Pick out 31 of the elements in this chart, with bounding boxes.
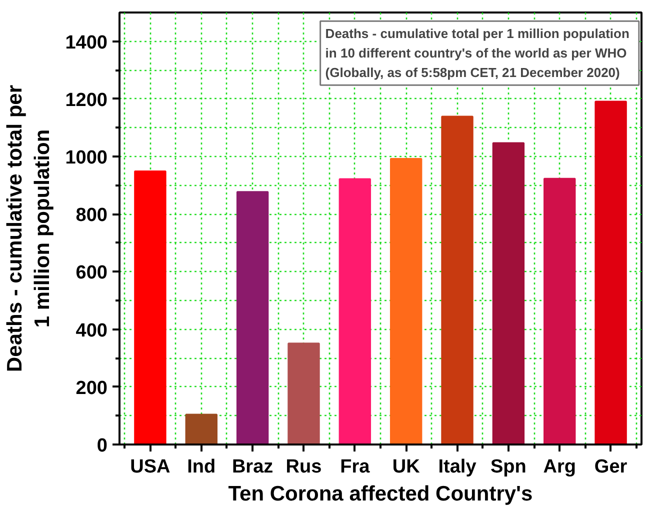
bar (441, 116, 474, 444)
bar (288, 342, 320, 444)
x-tick-label: Arg (543, 456, 576, 478)
y-tick-label: 1200 (65, 90, 108, 111)
x-tick-label: Braz (232, 456, 274, 478)
bar (594, 100, 627, 444)
text: Deaths - cumulative total per 1 million population in 10 different country's of the world as per WHO (Globally, as of 5:58pm CET, 21 December 2020) (325, 26, 630, 80)
x-tick-label: Fra (340, 456, 370, 478)
x-tick-label: Italy (438, 456, 477, 478)
x-tick-label: Ger (594, 456, 628, 478)
x-axis-title: Ten Corona affected Country's (228, 482, 533, 506)
x-tick-label: Spn (490, 456, 526, 478)
bar (236, 191, 269, 444)
bar (492, 142, 525, 444)
y-tick-label: 600 (76, 262, 108, 284)
bar (185, 414, 218, 444)
y-tick-label: 800 (76, 205, 108, 226)
y-tick-label: 1400 (65, 32, 108, 54)
x-tick-label: Ind (187, 456, 216, 478)
x-tick-label: USA (130, 456, 171, 478)
x-tick-label: Rus (286, 456, 322, 478)
y-tick-label: 400 (76, 320, 108, 342)
x-tick-label: UK (392, 456, 420, 478)
y-tick-label: 1000 (65, 148, 108, 168)
bar (544, 178, 576, 444)
bar (338, 178, 372, 444)
y-tick-label: 200 (76, 378, 108, 399)
y-axis-title: Deaths - cumulative total per 1 million population (4, 84, 54, 372)
bar (134, 170, 166, 444)
bar (390, 158, 422, 444)
y-tick-label: 0 (96, 436, 108, 456)
